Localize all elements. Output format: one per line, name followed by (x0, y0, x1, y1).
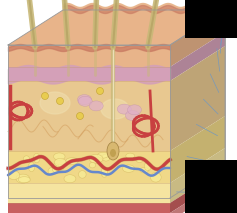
Ellipse shape (33, 153, 40, 163)
Circle shape (77, 112, 83, 119)
Circle shape (41, 92, 49, 99)
Ellipse shape (107, 142, 119, 160)
Bar (185, 0, 237, 38)
Ellipse shape (66, 158, 78, 164)
Ellipse shape (117, 104, 131, 114)
Ellipse shape (144, 162, 151, 171)
Polygon shape (170, 46, 225, 151)
Ellipse shape (55, 164, 64, 171)
Ellipse shape (101, 167, 107, 177)
Ellipse shape (125, 111, 139, 121)
Ellipse shape (136, 157, 143, 163)
Ellipse shape (48, 167, 57, 175)
Polygon shape (8, 183, 170, 203)
Polygon shape (170, 10, 225, 67)
Ellipse shape (54, 153, 65, 160)
Polygon shape (8, 203, 170, 213)
Ellipse shape (101, 99, 129, 119)
Circle shape (96, 88, 104, 95)
Ellipse shape (52, 164, 59, 173)
Ellipse shape (77, 95, 91, 105)
Ellipse shape (150, 173, 161, 182)
Bar (185, 160, 237, 213)
Ellipse shape (89, 154, 103, 163)
Ellipse shape (8, 171, 20, 180)
Polygon shape (8, 45, 170, 67)
Ellipse shape (98, 152, 109, 158)
Ellipse shape (102, 154, 110, 161)
Polygon shape (8, 67, 170, 81)
Polygon shape (170, 116, 225, 183)
Ellipse shape (89, 101, 103, 111)
Ellipse shape (16, 174, 30, 183)
Circle shape (56, 98, 64, 105)
Ellipse shape (78, 171, 86, 178)
Ellipse shape (28, 162, 35, 172)
Polygon shape (8, 81, 170, 151)
Ellipse shape (140, 168, 149, 173)
Polygon shape (170, 178, 225, 213)
Polygon shape (170, 168, 225, 213)
Ellipse shape (126, 153, 135, 159)
Ellipse shape (123, 165, 135, 172)
Ellipse shape (78, 96, 92, 106)
Polygon shape (170, 32, 225, 81)
Ellipse shape (54, 158, 66, 167)
Ellipse shape (64, 175, 76, 183)
Ellipse shape (89, 162, 96, 168)
Polygon shape (8, 10, 225, 45)
Ellipse shape (40, 92, 70, 114)
Polygon shape (8, 151, 170, 183)
Ellipse shape (18, 177, 30, 183)
Polygon shape (170, 148, 225, 203)
Ellipse shape (23, 156, 30, 162)
Ellipse shape (110, 149, 116, 157)
Ellipse shape (128, 105, 141, 115)
